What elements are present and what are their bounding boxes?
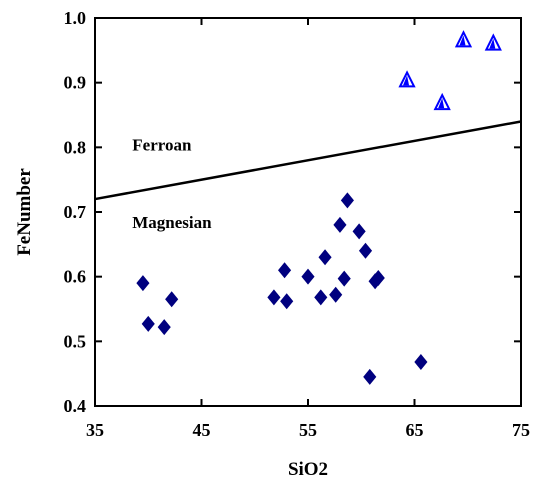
y-tick-labels: 0.4 0.5 0.6 0.7 0.8 0.9 1.0 (64, 8, 87, 416)
data-point-diamond (136, 275, 150, 292)
region-label-magnesian: Magnesian (132, 213, 212, 232)
data-point-diamond (267, 289, 281, 306)
axis-ticks (94, 17, 522, 407)
data-point-diamond (337, 270, 351, 287)
data-point-diamond (278, 262, 292, 279)
y-tick-label: 0.6 (64, 267, 87, 287)
data-point-diamond (165, 291, 179, 308)
data-point-diamond (414, 354, 428, 371)
y-tick-label: 0.7 (64, 202, 87, 222)
data-point-diamond (157, 319, 171, 336)
x-tick-label: 75 (512, 420, 530, 440)
y-tick-label: 0.4 (64, 396, 87, 416)
y-tick-label: 0.8 (64, 137, 87, 157)
data-point-diamond (318, 249, 332, 266)
data-point-triangle-fill (438, 98, 445, 109)
data-point-diamond (352, 223, 366, 240)
data-point-diamond (280, 293, 294, 310)
data-point-diamond (340, 192, 354, 209)
x-tick-labels: 35 45 55 65 75 (86, 420, 530, 440)
x-tick-label: 55 (299, 420, 317, 440)
data-point-triangle-fill (403, 75, 410, 86)
y-tick-label: 0.9 (64, 73, 87, 93)
x-tick-label: 65 (406, 420, 424, 440)
plot-frame (94, 17, 522, 407)
data-point-diamond (371, 269, 385, 286)
data-point-diamond (301, 268, 315, 285)
data-point-diamond (314, 289, 328, 306)
y-tick-label: 0.5 (64, 331, 87, 351)
ferroan-magnesian-boundary-line (94, 120, 522, 201)
x-tick-label: 45 (193, 420, 211, 440)
x-tick-label: 35 (86, 420, 104, 440)
region-label-ferroan: Ferroan (132, 136, 192, 155)
data-point-diamond (363, 368, 377, 385)
data-points (136, 30, 502, 385)
data-point-diamond (329, 286, 343, 303)
data-point-triangle-fill (459, 35, 466, 46)
y-tick-label: 1.0 (64, 8, 87, 28)
region-labels: Ferroan Magnesian (132, 136, 212, 233)
data-point-diamond (141, 315, 155, 332)
data-point-diamond (333, 216, 347, 233)
data-point-diamond (358, 242, 373, 259)
x-axis-label: SiO2 (288, 459, 328, 480)
data-point-triangle-fill (489, 38, 496, 49)
y-axis-label: FeNumber (14, 168, 35, 256)
